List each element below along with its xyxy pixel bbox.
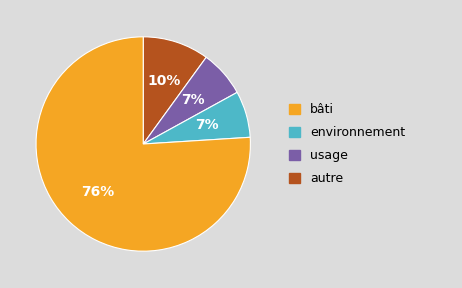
Wedge shape bbox=[143, 92, 250, 144]
Text: 10%: 10% bbox=[147, 74, 181, 88]
Text: 76%: 76% bbox=[81, 185, 115, 200]
Text: 7%: 7% bbox=[195, 118, 219, 132]
Legend: bâti, environnement, usage, autre: bâti, environnement, usage, autre bbox=[289, 103, 405, 185]
Wedge shape bbox=[143, 57, 237, 144]
Wedge shape bbox=[143, 37, 206, 144]
Text: 7%: 7% bbox=[181, 93, 205, 107]
Wedge shape bbox=[36, 37, 250, 251]
